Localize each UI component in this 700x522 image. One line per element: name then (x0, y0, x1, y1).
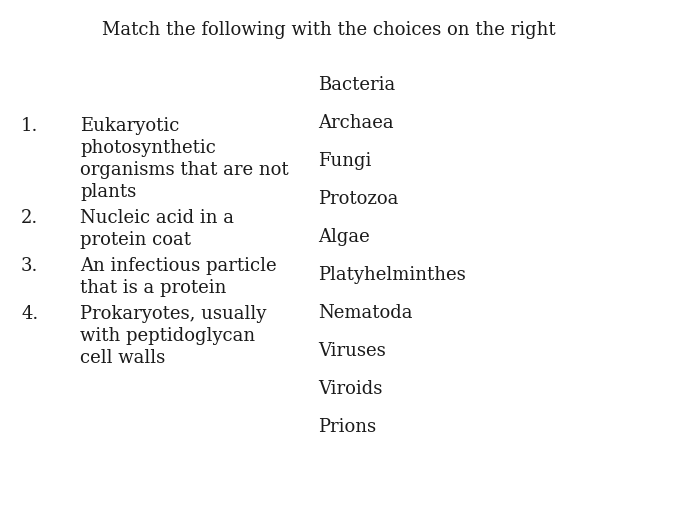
Text: Archaea: Archaea (318, 114, 394, 132)
Text: protein coat: protein coat (80, 231, 192, 250)
Text: An infectious particle: An infectious particle (80, 257, 277, 276)
Text: 4.: 4. (21, 305, 38, 324)
Text: Bacteria: Bacteria (318, 76, 395, 93)
Text: Platyhelminthes: Platyhelminthes (318, 266, 466, 283)
Text: Viroids: Viroids (318, 379, 383, 398)
Text: Algae: Algae (318, 228, 370, 246)
Text: Match the following with the choices on the right: Match the following with the choices on … (102, 21, 556, 39)
Text: Nematoda: Nematoda (318, 304, 413, 322)
Text: that is a protein: that is a protein (80, 279, 227, 298)
Text: Prions: Prions (318, 418, 377, 436)
Text: 3.: 3. (21, 257, 38, 276)
Text: plants: plants (80, 183, 136, 201)
Text: Eukaryotic: Eukaryotic (80, 117, 180, 135)
Text: Prokaryotes, usually: Prokaryotes, usually (80, 305, 267, 324)
Text: Fungi: Fungi (318, 152, 372, 170)
Text: organisms that are not: organisms that are not (80, 161, 289, 180)
Text: 2.: 2. (21, 209, 38, 228)
Text: Nucleic acid in a: Nucleic acid in a (80, 209, 235, 228)
Text: Protozoa: Protozoa (318, 189, 399, 208)
Text: photosynthetic: photosynthetic (80, 139, 216, 158)
Text: 1.: 1. (21, 117, 38, 135)
Text: cell walls: cell walls (80, 349, 166, 367)
Text: Viruses: Viruses (318, 342, 386, 360)
Text: with peptidoglycan: with peptidoglycan (80, 327, 256, 346)
